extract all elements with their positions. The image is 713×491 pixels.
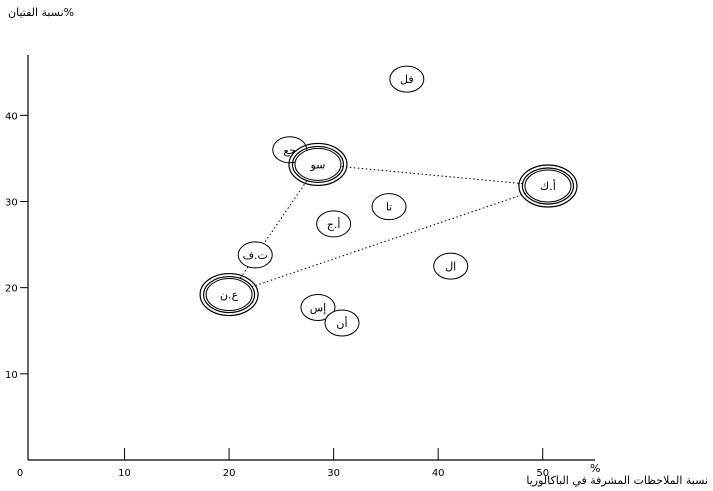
data-point-10: أن	[324, 309, 360, 337]
point-label: ت.ف	[243, 249, 268, 262]
points-layer: فل جع سو أ.ك تا أ.ج ت.ف ال ع.ن إس أن	[199, 65, 578, 337]
data-point-2: سو	[288, 142, 348, 187]
point-label: أن	[336, 316, 347, 330]
link-line-0	[228, 164, 319, 295]
data-point-8: ع.ن	[199, 272, 259, 317]
ring-inner-marker	[521, 167, 575, 205]
data-point-5: أ.ج	[316, 210, 352, 238]
link-line-1	[317, 163, 549, 187]
data-point-0: فل	[389, 65, 425, 93]
x-tick-label-0: 0	[17, 468, 23, 479]
point-label: إس	[310, 301, 326, 314]
x-axis-unit: %	[590, 462, 600, 475]
point-label: سو	[310, 158, 326, 171]
x-axis-title: نسبة الملاحظات المشرفة في الباكالوريا	[526, 474, 708, 487]
x-tick-label-5: 50	[536, 468, 549, 479]
point-label: جع	[283, 144, 296, 157]
axes-layer	[27, 55, 595, 461]
ring-inner-marker	[291, 145, 345, 184]
ring-inner-marker	[202, 275, 256, 314]
point-label: ال	[445, 260, 456, 273]
data-point-6: ت.ف	[237, 241, 273, 269]
x-tick-label-1: 10	[118, 468, 131, 479]
point-label: تا	[386, 201, 392, 214]
point-label: أ.ج	[327, 217, 341, 231]
y-tick-label-3: 40	[5, 111, 18, 122]
data-point-4: تا	[371, 193, 407, 221]
point-label: ع.ن	[220, 289, 239, 302]
y-axis-title: نسبة الفتيان%	[8, 6, 74, 19]
links-layer	[228, 163, 549, 296]
point-bubble	[300, 293, 336, 321]
ticks-layer: 0 10 20 30 40 50 10 20 30 40	[5, 111, 549, 479]
point-bubble	[316, 210, 352, 238]
point-bubble	[237, 241, 273, 269]
data-point-9: إس	[300, 293, 336, 321]
point-label: فل	[400, 73, 414, 86]
y-tick-label-2: 30	[5, 197, 18, 208]
point-bubble	[389, 65, 425, 93]
point-bubble	[433, 252, 469, 280]
data-point-7: ال	[433, 252, 469, 280]
point-bubble	[524, 169, 572, 203]
point-bubble	[294, 147, 342, 181]
x-tick-label-2: 20	[223, 468, 236, 479]
link-line-2	[228, 185, 549, 296]
x-tick-label-3: 30	[327, 468, 340, 479]
x-tick-label-4: 40	[432, 468, 445, 479]
y-tick-label-1: 20	[5, 284, 18, 295]
ring-outer-marker	[288, 142, 348, 187]
ring-outer-marker	[518, 164, 578, 208]
point-bubble	[371, 193, 407, 221]
point-bubble	[324, 309, 360, 337]
point-label: أ.ك	[540, 179, 556, 193]
data-point-3: أ.ك	[518, 164, 578, 208]
y-tick-label-0: 10	[5, 370, 18, 381]
ring-outer-marker	[199, 272, 259, 317]
point-bubble	[205, 278, 253, 312]
